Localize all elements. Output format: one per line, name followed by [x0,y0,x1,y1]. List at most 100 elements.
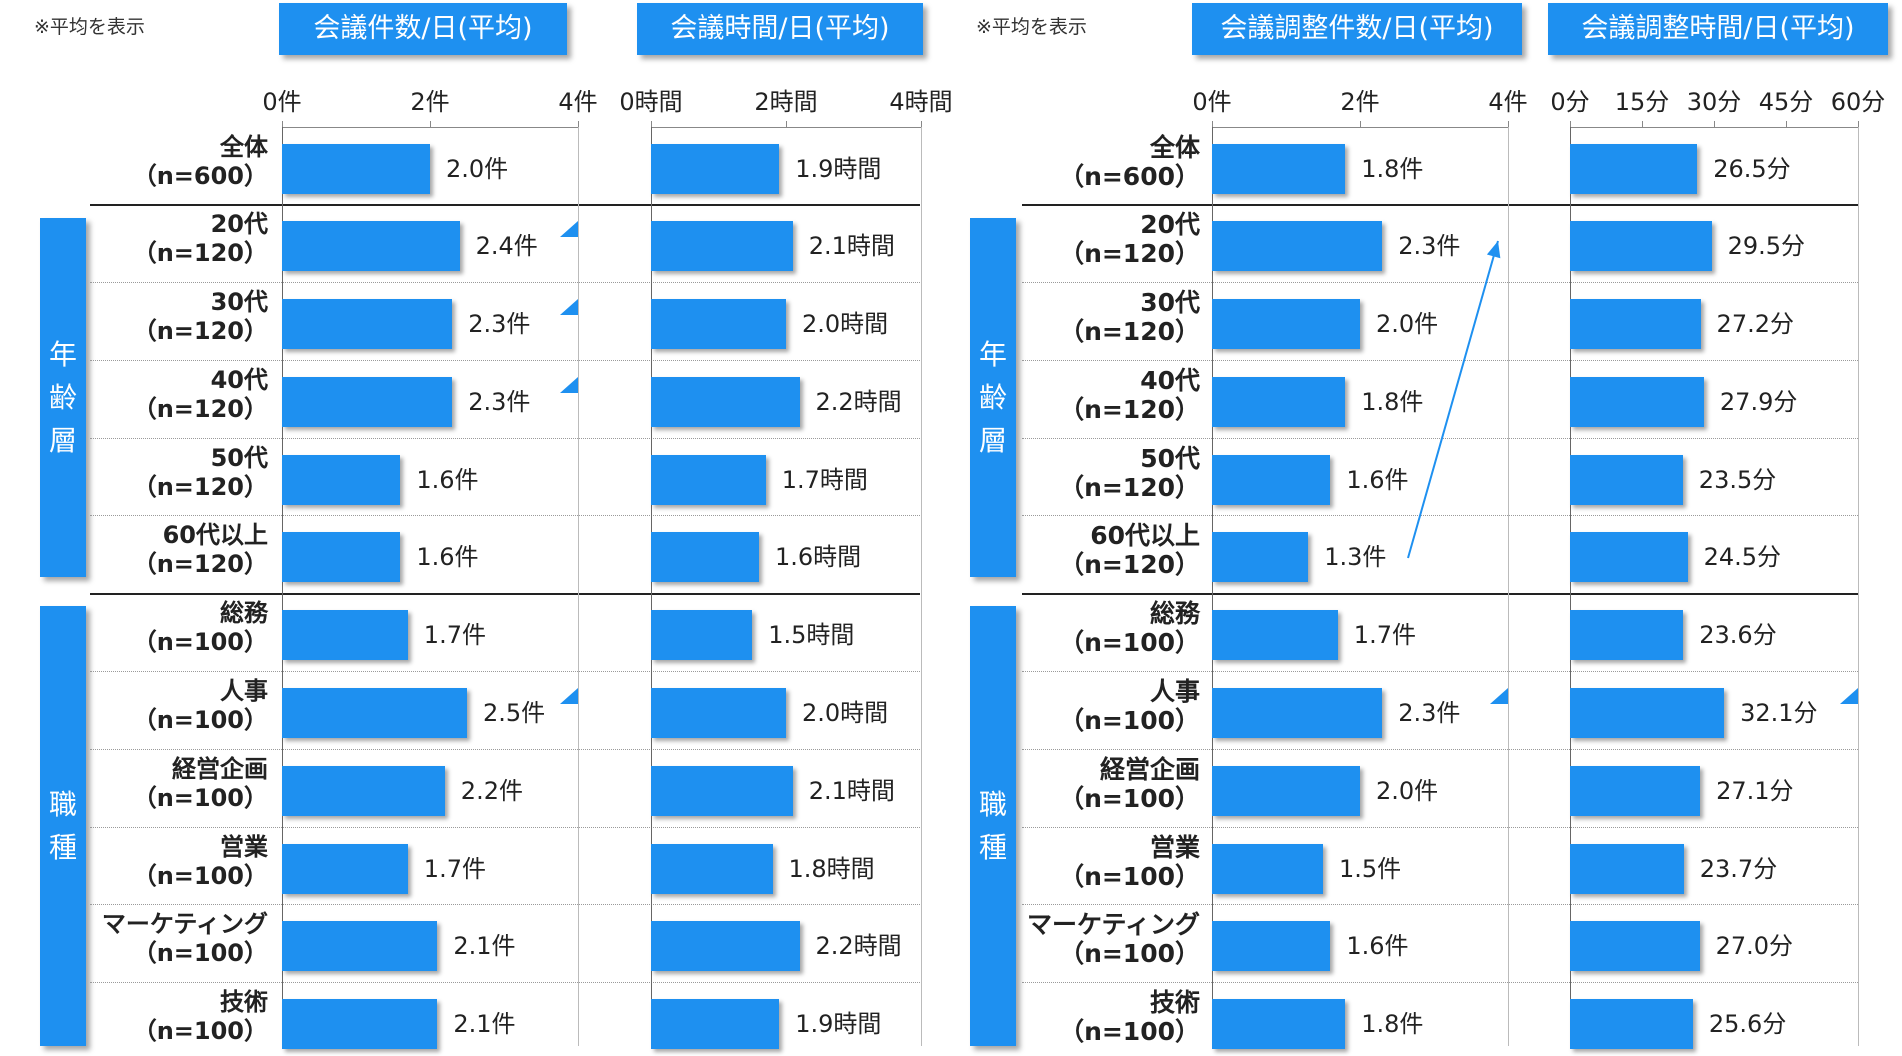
bar [282,376,453,427]
gridline [921,127,922,1046]
data-label: 1.6件 [416,465,479,494]
trend-arrow-head [1486,241,1501,259]
gridline [651,127,652,1046]
group-label-job-left: 職種 [40,606,86,1046]
data-label: 2.0時間 [802,698,889,727]
x-tick-mark [1786,121,1787,127]
group-divider [90,204,920,206]
category-name: 60代以上 [1090,521,1200,550]
bar [651,298,786,349]
bar [1570,298,1701,349]
bar [1212,298,1360,349]
row-separator [1022,282,1858,283]
row-separator [90,438,920,439]
row-separator [90,982,920,983]
x-tick-mark [1642,121,1643,127]
data-label: 1.8時間 [788,854,875,883]
gridline [578,127,579,1046]
x-tick-mark [921,121,922,127]
category-n: （n=120） [1059,239,1200,268]
category-label: 営業 （n=100） [1020,833,1200,891]
x-tick-mark [1508,121,1509,127]
bar [1212,843,1323,894]
data-label: 1.6件 [1346,931,1409,960]
category-name: 技術 [220,988,268,1016]
data-label: 26.5分 [1713,154,1791,183]
category-name: 40代 [1140,366,1200,395]
data-label: 2.0時間 [802,309,889,338]
data-label: 27.9分 [1719,387,1798,416]
category-n: （n=600） [132,162,268,190]
category-n: （n=100） [1059,784,1200,813]
group-label-char: 齢 [48,381,77,414]
group-label-job-right: 職種 [970,606,1016,1046]
row-separator [1022,749,1858,750]
x-tick-mark [430,121,431,127]
data-label: 1.8件 [1361,387,1424,416]
group-label-char: 年 [978,338,1007,371]
group-label-char: 齢 [978,381,1007,414]
group-label-char: 年 [48,338,77,371]
data-label: 27.1分 [1716,776,1794,805]
group-label-char: 種 [48,831,77,864]
x-tick-label: 60分 [1830,88,1886,116]
row-separator [90,827,920,828]
data-label: 29.5分 [1727,231,1806,260]
data-label: 2.3件 [468,309,531,338]
x-axis-line [282,127,578,128]
category-n: （n=600） [1059,162,1200,191]
category-n: （n=100） [1059,706,1200,735]
data-label: 23.6分 [1699,620,1777,649]
group-label-char: 職 [48,788,77,821]
category-label: 人事 （n=100） [1020,677,1200,735]
category-name: 営業 [220,833,268,861]
x-tick-mark [651,121,652,127]
category-n: （n=100） [1059,628,1200,657]
data-label: 1.9時間 [795,1009,882,1038]
highlight-marker [560,688,578,704]
row-separator [1022,360,1858,361]
bar [1212,920,1331,971]
category-label: 経営企画 （n=100） [1020,755,1200,813]
category-n: （n=120） [132,550,268,578]
category-name: 60代以上 [162,521,268,549]
x-tick-label: 0分 [1550,88,1590,116]
data-label: 1.7件 [423,854,486,883]
category-name: 経営企画 [1099,755,1200,784]
category-label: 60代以上 （n=120） [90,521,268,579]
bar [282,531,401,582]
bar [1570,687,1725,738]
highlight-marker [1490,688,1508,704]
bar [651,609,753,660]
x-axis-line [651,127,921,128]
group-divider [1022,593,1858,595]
trend-arrow-line [1407,240,1499,559]
bar [651,531,759,582]
bar [282,143,430,194]
bar [1570,143,1698,194]
category-label: 60代以上 （n=120） [1020,521,1200,579]
bar [1212,609,1338,660]
bar [282,609,408,660]
category-n: （n=120） [132,395,268,423]
category-n: （n=120） [1059,550,1200,579]
bar [282,920,438,971]
bar [1212,531,1309,582]
data-label: 1.8件 [1361,154,1424,183]
category-label: 技術 （n=100） [1020,988,1200,1046]
data-label: 2.4件 [475,231,538,260]
highlight-marker [1840,688,1858,704]
data-label: 2.1時間 [808,231,895,260]
bar [1212,454,1331,505]
gridline [1858,127,1859,1046]
group-label-char: 層 [48,424,77,457]
data-label: 2.2時間 [815,931,902,960]
bar [1570,765,1701,816]
x-tick-label: 4件 [558,88,598,116]
x-axis-line [1212,127,1508,128]
x-tick-label: 2件 [410,88,450,116]
bar [1570,531,1688,582]
x-tick-mark [1570,121,1571,127]
row-separator [90,360,920,361]
